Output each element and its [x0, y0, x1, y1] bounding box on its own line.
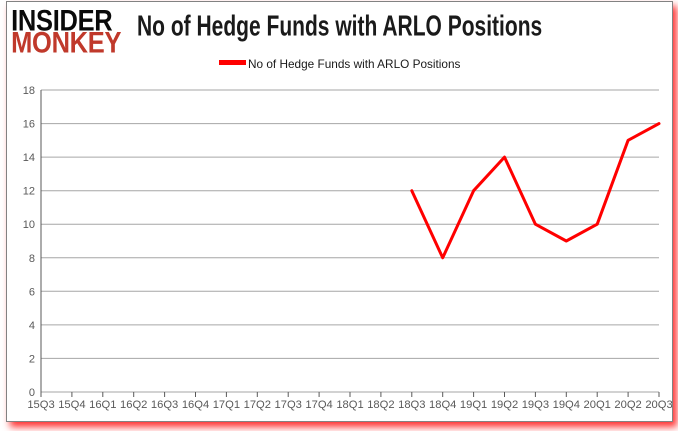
svg-text:16Q2: 16Q2 [120, 399, 147, 411]
svg-text:0: 0 [29, 387, 35, 399]
svg-text:18Q4: 18Q4 [429, 399, 456, 411]
svg-text:16Q3: 16Q3 [151, 399, 178, 411]
svg-text:17Q3: 17Q3 [275, 399, 302, 411]
svg-text:18Q3: 18Q3 [398, 399, 425, 411]
svg-text:16Q4: 16Q4 [182, 399, 209, 411]
svg-text:15Q3: 15Q3 [27, 399, 54, 411]
svg-text:18Q1: 18Q1 [336, 399, 363, 411]
svg-text:12: 12 [23, 186, 35, 198]
svg-text:16Q1: 16Q1 [89, 399, 116, 411]
svg-text:4: 4 [29, 320, 35, 332]
svg-text:18: 18 [23, 85, 35, 97]
svg-text:19Q3: 19Q3 [522, 399, 549, 411]
svg-text:17Q2: 17Q2 [244, 399, 271, 411]
svg-text:19Q2: 19Q2 [491, 399, 518, 411]
svg-text:6: 6 [29, 286, 35, 298]
svg-text:19Q4: 19Q4 [553, 399, 580, 411]
svg-text:20Q2: 20Q2 [614, 399, 641, 411]
svg-text:17Q1: 17Q1 [213, 399, 240, 411]
svg-text:18Q2: 18Q2 [367, 399, 394, 411]
svg-text:17Q4: 17Q4 [305, 399, 332, 411]
svg-text:15Q4: 15Q4 [58, 399, 85, 411]
svg-text:16: 16 [23, 119, 35, 131]
svg-text:2: 2 [29, 353, 35, 365]
svg-text:10: 10 [23, 219, 35, 231]
svg-text:20Q1: 20Q1 [584, 399, 611, 411]
svg-text:8: 8 [29, 253, 35, 265]
svg-text:20Q3: 20Q3 [645, 399, 672, 411]
svg-text:14: 14 [23, 152, 35, 164]
svg-text:19Q1: 19Q1 [460, 399, 487, 411]
